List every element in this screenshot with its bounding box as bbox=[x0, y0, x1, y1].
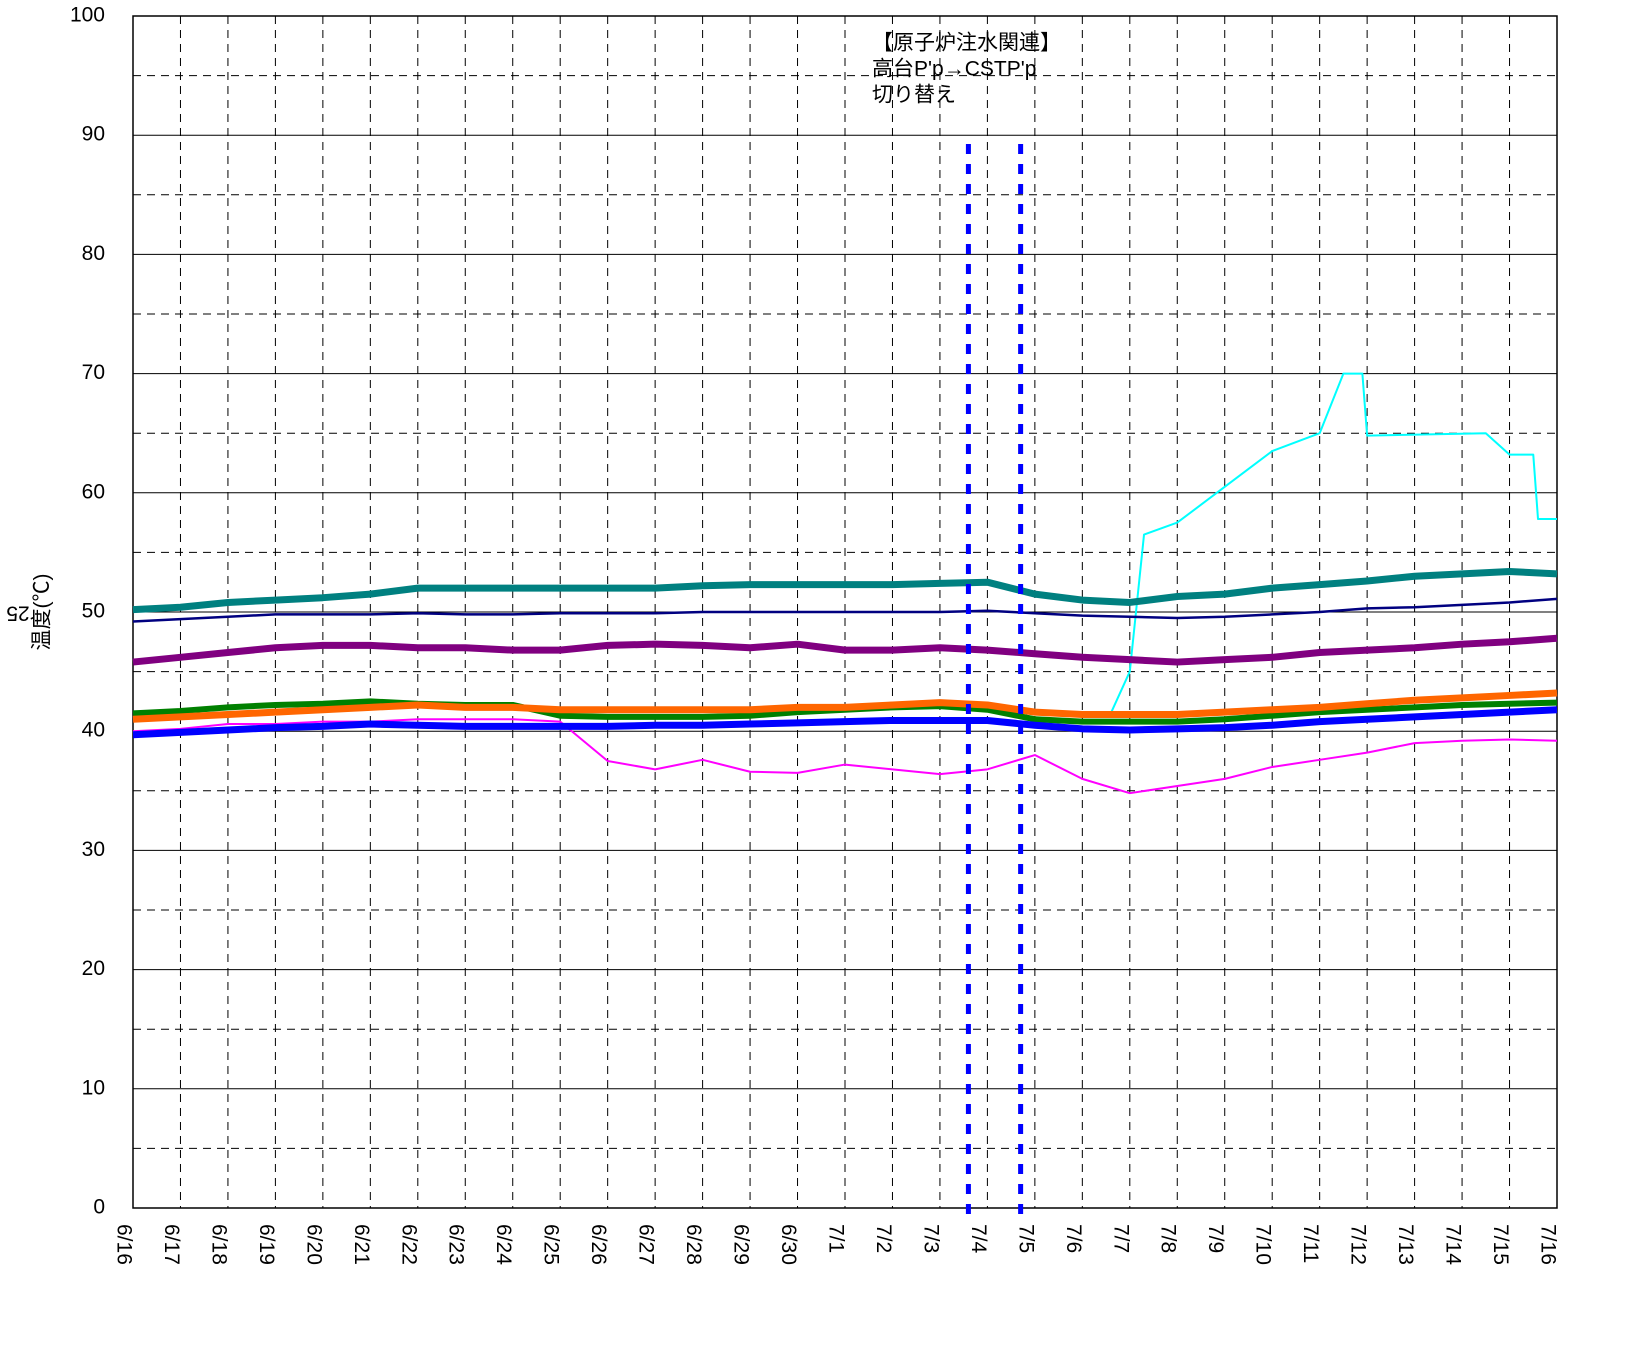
x-tick-label: 6/18 bbox=[207, 1224, 230, 1265]
series-line bbox=[132, 597, 1558, 623]
y-tick-label: 60 bbox=[82, 480, 105, 503]
y-tick-label: 80 bbox=[82, 242, 105, 265]
x-tick-label: 7/6 bbox=[1062, 1224, 1085, 1253]
x-tick-label: 6/27 bbox=[635, 1224, 658, 1265]
y-tick-label: 30 bbox=[82, 838, 105, 861]
x-tick-label: 7/9 bbox=[1204, 1224, 1227, 1253]
x-tick-label: 6/22 bbox=[397, 1224, 420, 1265]
x-tick-label: 6/21 bbox=[350, 1224, 373, 1265]
x-tick-label: 6/28 bbox=[682, 1224, 705, 1265]
x-tick-label: 6/17 bbox=[160, 1224, 183, 1265]
series-line bbox=[132, 706, 1558, 739]
x-tick-label: 6/26 bbox=[587, 1224, 610, 1265]
y-axis-label: 温度(℃) bbox=[31, 574, 54, 651]
series-line bbox=[1109, 372, 1557, 714]
y-tick-label: 100 bbox=[70, 4, 105, 27]
x-tick-label: 6/20 bbox=[302, 1224, 325, 1265]
x-tick-label: 7/16 bbox=[1536, 1224, 1559, 1265]
x-tick-label: 7/12 bbox=[1347, 1224, 1370, 1265]
y-tick-label: 70 bbox=[82, 361, 105, 384]
x-tick-label: 7/13 bbox=[1394, 1224, 1417, 1265]
series-line bbox=[132, 689, 1558, 723]
page-label: 25 bbox=[6, 601, 29, 624]
x-tick-label: 7/14 bbox=[1442, 1224, 1465, 1265]
x-tick-label: 6/25 bbox=[540, 1224, 563, 1265]
x-tick-label: 7/4 bbox=[967, 1224, 990, 1254]
x-tick-label: 6/19 bbox=[255, 1224, 278, 1265]
x-tick-label: 6/16 bbox=[112, 1224, 135, 1265]
x-tick-label: 7/3 bbox=[919, 1224, 942, 1253]
y-tick-label: 50 bbox=[82, 600, 105, 623]
x-tick-label: 7/15 bbox=[1489, 1224, 1512, 1265]
y-tick-label: 40 bbox=[82, 719, 105, 742]
x-tick-label: 6/23 bbox=[445, 1224, 468, 1265]
series-line bbox=[132, 634, 1558, 666]
x-tick-label: 6/24 bbox=[492, 1224, 515, 1265]
x-tick-label: 7/2 bbox=[872, 1224, 895, 1253]
y-tick-label: 20 bbox=[82, 957, 105, 980]
annotation: 切り替え bbox=[872, 84, 956, 107]
x-tick-label: 7/10 bbox=[1252, 1224, 1275, 1265]
series-line bbox=[132, 567, 1558, 614]
plot-frame bbox=[132, 15, 1558, 1209]
x-tick-label: 7/5 bbox=[1014, 1224, 1037, 1253]
y-tick-label: 0 bbox=[93, 1196, 105, 1219]
x-tick-label: 6/29 bbox=[730, 1224, 753, 1265]
y-tick-label: 10 bbox=[82, 1076, 105, 1099]
x-tick-label: 6/30 bbox=[777, 1224, 800, 1265]
x-tick-label: 7/8 bbox=[1157, 1224, 1180, 1253]
y-tick-label: 90 bbox=[82, 123, 105, 146]
annotation: 【原子炉注水関連】 bbox=[872, 32, 1061, 55]
annotation: 高台P'p→CSTP'p bbox=[872, 58, 1036, 81]
x-tick-label: 7/11 bbox=[1299, 1224, 1322, 1263]
x-tick-label: 7/7 bbox=[1109, 1224, 1132, 1253]
x-tick-label: 7/1 bbox=[824, 1224, 847, 1253]
